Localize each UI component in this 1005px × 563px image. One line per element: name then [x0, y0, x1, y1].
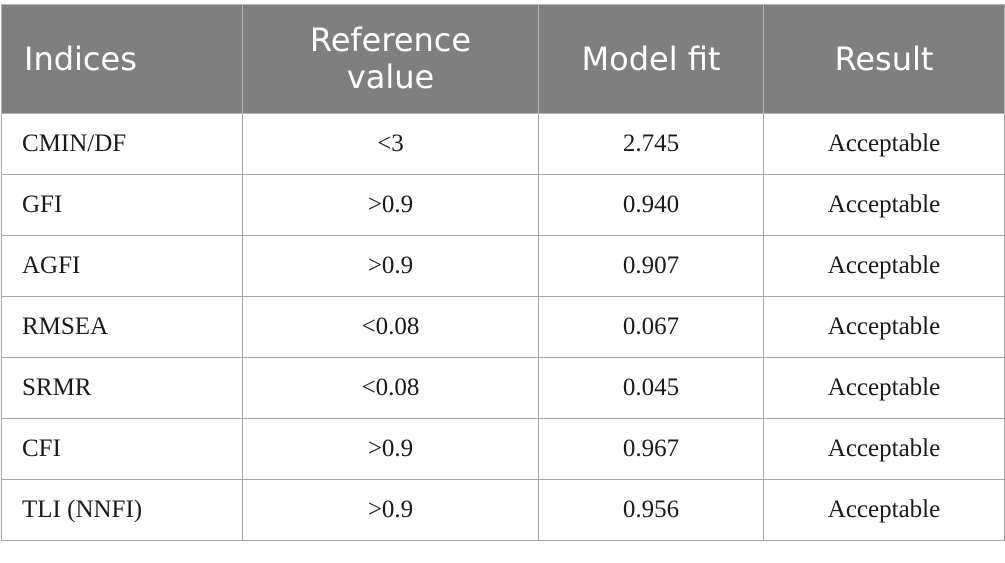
cell-index: GFI	[1, 174, 243, 236]
cell-index: AGFI	[1, 235, 243, 297]
table-row: CMIN/DF <3 2.745 Acceptable	[1, 113, 1005, 175]
header-model-fit: Model fit	[538, 4, 764, 114]
header-row: Indices Reference value Model fit Result	[1, 4, 1005, 114]
cell-result: Acceptable	[763, 418, 1005, 480]
cell-reference-value: >0.9	[242, 418, 539, 480]
cell-model-fit: 0.967	[538, 418, 764, 480]
cell-model-fit: 0.940	[538, 174, 764, 236]
model-fit-table: Indices Reference value Model fit Result…	[1, 4, 1005, 541]
table-header: Indices Reference value Model fit Result	[1, 4, 1005, 114]
cell-reference-value: <3	[242, 113, 539, 175]
header-reference-value-label: Reference value	[309, 21, 472, 96]
cell-result: Acceptable	[763, 113, 1005, 175]
cell-index: CMIN/DF	[1, 113, 243, 175]
header-result: Result	[763, 4, 1005, 114]
cell-model-fit: 2.745	[538, 113, 764, 175]
cell-reference-value: <0.08	[242, 357, 539, 419]
cell-result: Acceptable	[763, 296, 1005, 358]
cell-result: Acceptable	[763, 357, 1005, 419]
table-row: GFI >0.9 0.940 Acceptable	[1, 174, 1005, 236]
cell-reference-value: >0.9	[242, 174, 539, 236]
cell-index: CFI	[1, 418, 243, 480]
table-row: AGFI >0.9 0.907 Acceptable	[1, 235, 1005, 297]
cell-model-fit: 0.045	[538, 357, 764, 419]
cell-reference-value: >0.9	[242, 235, 539, 297]
cell-result: Acceptable	[763, 479, 1005, 541]
header-reference-value: Reference value	[242, 4, 539, 114]
cell-model-fit: 0.907	[538, 235, 764, 297]
cell-model-fit: 0.067	[538, 296, 764, 358]
table-row: CFI >0.9 0.967 Acceptable	[1, 418, 1005, 480]
cell-result: Acceptable	[763, 174, 1005, 236]
cell-reference-value: >0.9	[242, 479, 539, 541]
cell-index: RMSEA	[1, 296, 243, 358]
cell-index: TLI (NNFI)	[1, 479, 243, 541]
table-row: TLI (NNFI) >0.9 0.956 Acceptable	[1, 479, 1005, 541]
table-row: RMSEA <0.08 0.067 Acceptable	[1, 296, 1005, 358]
cell-reference-value: <0.08	[242, 296, 539, 358]
header-indices: Indices	[1, 4, 243, 114]
table-body: CMIN/DF <3 2.745 Acceptable GFI >0.9 0.9…	[1, 113, 1005, 541]
cell-result: Acceptable	[763, 235, 1005, 297]
cell-model-fit: 0.956	[538, 479, 764, 541]
table-row: SRMR <0.08 0.045 Acceptable	[1, 357, 1005, 419]
cell-index: SRMR	[1, 357, 243, 419]
